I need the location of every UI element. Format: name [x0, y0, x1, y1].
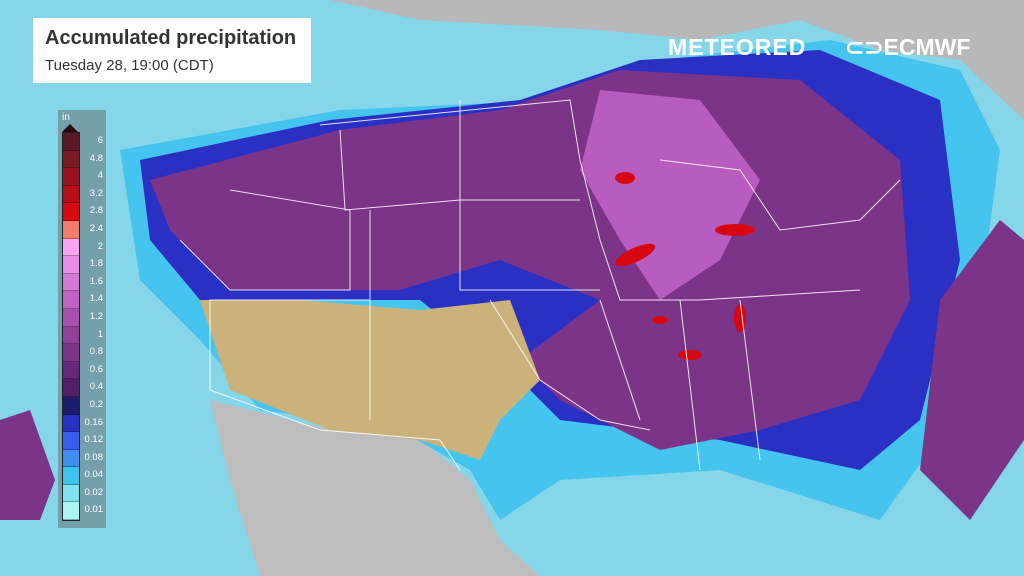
legend-label: 2 [97, 240, 103, 252]
legend-arrow-icon [62, 124, 78, 132]
legend-label: 1.8 [89, 258, 103, 270]
legend-swatch [63, 203, 79, 221]
legend-labels: 6 4.8 4 3.2 2.8 2.4 2 1.8 1.6 1.4 1.2 1 0.8 0.6 0.4 0.2… [85, 132, 104, 519]
legend-swatch [63, 326, 79, 345]
legend-label: 0.08 [84, 451, 104, 463]
legend-label: 0.02 [84, 486, 104, 498]
precipitation-legend: in 6 4.8 4 3.2 2.8 2.4 2 1.8 1.6 1.4 1.2 1 0.8 0.6 0.4… [58, 110, 106, 528]
legend-label: 1 [97, 328, 103, 340]
legend-swatch [63, 432, 79, 450]
legend-label: 0.4 [89, 381, 103, 393]
legend-swatch [63, 168, 79, 186]
ecmwf-logo: ⊂⊃ECMWF [845, 34, 970, 61]
ecmwf-text: ECMWF [883, 34, 971, 60]
meteored-logo: METEORED [668, 34, 807, 60]
legend-label: 0.16 [84, 416, 104, 428]
land-canada [330, 0, 1024, 120]
legend-swatch [63, 344, 79, 362]
legend-swatch [63, 308, 79, 327]
legend-label: 0.04 [84, 469, 104, 481]
legend-label: 2.8 [89, 205, 103, 217]
map-timestamp: Tuesday 28, 19:00 (CDT) [45, 57, 214, 74]
legend-label: 6 [97, 135, 103, 146]
precip-light-purple [580, 90, 760, 300]
legend-label: 1.2 [89, 310, 103, 322]
legend-swatch [63, 379, 79, 397]
legend-swatch [63, 502, 79, 521]
land-mexico [210, 400, 540, 576]
legend-label: 1.4 [89, 293, 103, 305]
legend-swatch [63, 185, 79, 204]
legend-swatch [63, 238, 79, 257]
legend-swatch [63, 396, 79, 415]
legend-label: 1.6 [89, 275, 103, 287]
legend-label: 4.8 [89, 152, 103, 164]
legend-label: 0.12 [84, 434, 104, 446]
ecmwf-mark-icon: ⊂⊃ [845, 34, 884, 60]
legend-label: 3.2 [89, 187, 103, 199]
state-borders [179, 99, 901, 471]
heavy-rain-cells [614, 172, 755, 360]
legend-swatch [63, 467, 79, 485]
legend-unit: in [62, 112, 70, 123]
legend-swatch [63, 133, 79, 151]
precip-east-coast [920, 220, 1024, 520]
title-panel: Accumulated precipitation Tuesday 28, 19… [33, 18, 311, 83]
legend-swatch [63, 273, 79, 292]
precip-pacific [0, 410, 55, 520]
legend-swatch [63, 150, 79, 169]
legend-label: 0.8 [89, 346, 103, 358]
legend-label: 2.4 [89, 222, 103, 234]
legend-label: 0.01 [84, 504, 104, 516]
legend-swatch [63, 414, 79, 433]
legend-color-bar [62, 132, 80, 522]
legend-label: 0.6 [89, 363, 103, 375]
map-title: Accumulated precipitation [45, 27, 297, 49]
legend-label: 0.2 [89, 398, 103, 410]
legend-swatch [63, 361, 79, 380]
legend-swatch [63, 256, 79, 274]
legend-swatch [63, 449, 79, 468]
legend-swatch [63, 484, 79, 503]
legend-label: 4 [97, 170, 103, 182]
legend-swatch [63, 291, 79, 309]
legend-swatch [63, 220, 79, 239]
